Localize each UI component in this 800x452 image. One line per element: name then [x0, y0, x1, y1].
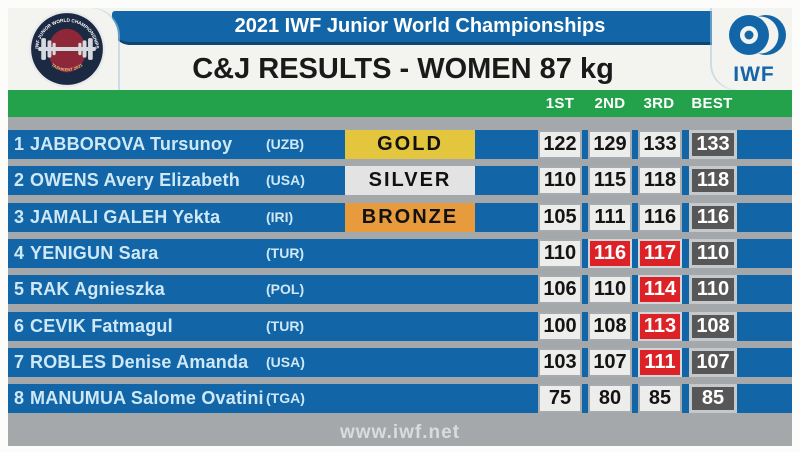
athlete-name: RAK Agnieszka — [30, 279, 165, 300]
column-header-best: BEST — [691, 95, 733, 112]
championship-badge-icon: IWF JUNIOR WORLD CHAMPIONSHIPS TASHKENT … — [28, 10, 106, 88]
attempt-cell: 80 — [588, 384, 632, 414]
attempt-cell: 115 — [588, 166, 632, 196]
athlete-name: YENIGUN Sara — [30, 242, 159, 263]
athlete-name: OWENS Avery Elizabeth — [30, 170, 240, 191]
attempt-cell: 118 — [638, 166, 682, 196]
country-code: (USA) — [266, 353, 305, 370]
attempt-cell: 107 — [588, 347, 632, 377]
athlete-name: ROBLES Denise Amanda — [30, 351, 249, 372]
attempt-cell: 100 — [538, 311, 582, 341]
result-row: 1 JABBOROVA Tursunoy (UZB) GOLD 122 129 133 133 — [8, 130, 792, 159]
attempt-cell: 110 — [538, 166, 582, 196]
attempt-cell: 133 — [638, 130, 682, 159]
column-header-2nd: 2ND — [594, 95, 626, 112]
best-cell: 110 — [689, 238, 737, 268]
country-code: (POL) — [266, 281, 305, 298]
medal-banner: GOLD — [345, 130, 475, 159]
attempt-cell: 110 — [588, 275, 632, 305]
attempt-cell: 75 — [538, 384, 582, 414]
attempt-cell: 116 — [638, 202, 682, 232]
result-row: 3 JAMALI GALEH Yekta (IRI) BRONZE 105 111 116 1… — [8, 202, 792, 232]
country-code: (TGA) — [266, 390, 305, 407]
result-row: 4 YENIGUN Sara (TUR) 110 116 117 110 — [8, 238, 792, 268]
country-code: (TUR) — [266, 244, 305, 261]
country-code: (TUR) — [266, 317, 305, 334]
attempt-cell: 111 — [638, 347, 682, 377]
medal-banner: BRONZE — [345, 202, 475, 232]
best-cell: 108 — [689, 311, 737, 341]
event-title: 2021 IWF Junior World Championships — [234, 15, 606, 37]
attempt-cell: 85 — [638, 384, 682, 414]
result-row: 7 ROBLES Denise Amanda (USA) 103 107 111 107 — [8, 347, 792, 377]
event-title-bar: 2021 IWF Junior World Championships — [112, 11, 728, 45]
attempt-cell: 113 — [638, 311, 682, 341]
best-cell: 118 — [689, 166, 737, 196]
attempt-cell: 103 — [538, 347, 582, 377]
medal-banner: SILVER — [345, 166, 475, 196]
rank: 3 — [13, 206, 24, 227]
iwf-plate-icon — [729, 15, 786, 55]
column-header-bar: 1ST 2ND 3RD BEST — [8, 90, 792, 117]
best-cell: 110 — [689, 275, 737, 305]
rank: 2 — [13, 170, 24, 191]
rank: 5 — [13, 279, 24, 300]
column-header-1st: 1ST — [545, 95, 575, 112]
attempt-cell: 114 — [638, 275, 682, 305]
athlete-name: CEVIK Fatmagul — [30, 315, 173, 336]
attempt-cell: 110 — [538, 238, 582, 268]
country-code: (UZB) — [266, 136, 305, 152]
rank: 6 — [13, 315, 24, 336]
result-row: 5 RAK Agnieszka (POL) 106 110 114 110 — [8, 275, 792, 305]
result-row: 2 OWENS Avery Elizabeth (USA) SILVER 110 115 1… — [8, 166, 792, 196]
iwf-logo: IWF — [716, 12, 792, 90]
attempt-cell: 117 — [638, 238, 682, 268]
rank: 4 — [13, 242, 24, 263]
athlete-name: JABBOROVA Tursunoy — [30, 134, 233, 154]
rank: 8 — [13, 388, 24, 409]
attempt-cell: 116 — [588, 238, 632, 268]
best-cell: 133 — [689, 130, 737, 159]
best-cell: 107 — [689, 347, 737, 377]
board-background: 2021 IWF Junior World Championships IWF … — [8, 8, 792, 446]
iwf-logo-text: IWF — [733, 63, 775, 86]
footer-url: www.iwf.net — [339, 422, 461, 443]
country-code: (USA) — [266, 172, 305, 189]
attempt-cell: 111 — [588, 202, 632, 232]
best-cell: 116 — [689, 202, 737, 232]
attempt-cell: 108 — [588, 311, 632, 341]
rank: 7 — [13, 351, 24, 372]
attempt-cell: 106 — [538, 275, 582, 305]
attempt-cell: 129 — [588, 130, 632, 159]
country-code: (IRI) — [266, 208, 294, 225]
attempt-cell: 122 — [538, 130, 582, 159]
column-header-3rd: 3RD — [643, 95, 675, 112]
page-title: C&J RESULTS - WOMEN 87 kg — [192, 53, 614, 85]
attempt-cell: 105 — [538, 202, 582, 232]
result-row: 6 CEVIK Fatmagul (TUR) 100 108 113 108 — [8, 311, 792, 341]
athlete-name: JAMALI GALEH Yekta — [30, 206, 221, 227]
athlete-name: MANUMUA Salome Ovatini — [30, 388, 264, 409]
result-row: 8 MANUMUA Salome Ovatini (TGA) 75 80 85 85 — [8, 384, 792, 414]
rank: 1 — [13, 134, 24, 154]
best-cell: 85 — [689, 384, 737, 414]
